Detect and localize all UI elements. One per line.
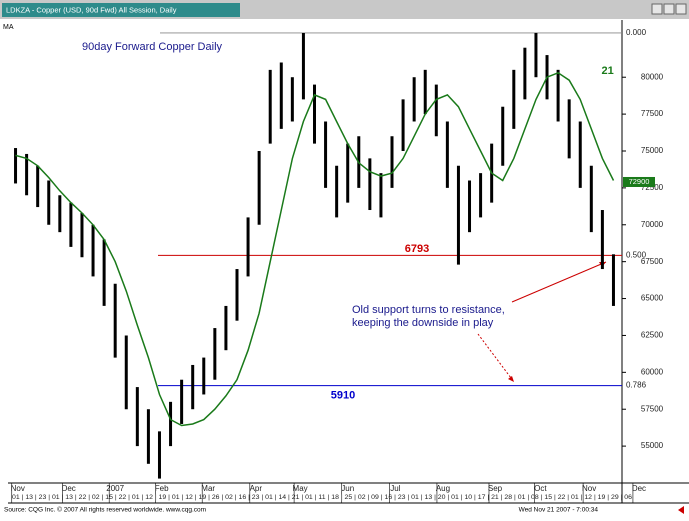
y-tick-label: 57500	[641, 404, 664, 413]
x-tick-label: Dec	[632, 484, 646, 493]
x-tick-label: 2007	[106, 484, 124, 493]
y-tick-label: 62500	[641, 331, 664, 340]
y-tick-label: 67500	[641, 257, 664, 266]
x-tick-label: Dec	[62, 484, 76, 493]
minimize-button[interactable]	[651, 3, 663, 15]
study-label: MA	[3, 24, 14, 31]
footer-source: Source: CQG Inc. © 2007 All rights reser…	[4, 506, 206, 514]
x-tick-label: Apr	[250, 484, 263, 493]
day-row: 01 | 13 | 23 | 01 | 13 | 22 | 02 | 15 | …	[12, 494, 633, 501]
y-tick-label: 72500	[641, 183, 664, 192]
x-tick-label: Jul	[390, 484, 400, 493]
annotation: Old support turns to resistance,	[352, 304, 505, 316]
last-price-label: 72900	[629, 177, 650, 186]
chart-title: 90day Forward Copper Daily	[82, 41, 223, 53]
x-tick-label: Jun	[341, 484, 354, 493]
close-button[interactable]	[675, 3, 687, 15]
annotation-arrow	[477, 333, 515, 383]
x-tick-label: Mar	[201, 484, 215, 493]
x-tick-label: Aug	[436, 484, 450, 493]
title-tab	[2, 3, 240, 17]
y-tick-label: 80000	[641, 72, 664, 81]
window-title: LDKZA - Copper (USD, 90d Fwd) All Sessio…	[6, 5, 177, 14]
support-label: 6793	[405, 243, 429, 255]
level-tag: 0.500	[626, 250, 647, 259]
ma-label: 21	[601, 65, 613, 77]
footer-time: Wed Nov 21 2007 - 7:00:34	[519, 507, 599, 514]
y-tick-label: 75000	[641, 146, 664, 155]
y-tick-label: 70000	[641, 220, 664, 229]
maximize-button[interactable]	[663, 3, 675, 15]
annotation: keeping the downside in play	[352, 317, 494, 329]
x-tick-label: May	[293, 484, 308, 493]
scroll-arrow[interactable]	[678, 506, 684, 514]
support-label: 5910	[331, 390, 355, 402]
y-tick-label: 77500	[641, 109, 664, 118]
y-tick-label: 60000	[641, 367, 664, 376]
moving-average	[15, 71, 615, 427]
last-price-box	[623, 176, 655, 187]
x-tick-label: Nov	[11, 484, 25, 493]
x-tick-label: Oct	[534, 484, 547, 493]
arrow-head	[508, 376, 514, 382]
x-tick-label: Nov	[582, 484, 596, 493]
level-tag: 0.786	[626, 381, 647, 390]
y-tick-label: 65000	[641, 294, 664, 303]
level-tag: 0.000	[626, 28, 647, 37]
x-tick-label: Feb	[155, 484, 169, 493]
annotation-arrow	[511, 261, 607, 303]
y-tick-label: 55000	[641, 441, 664, 450]
x-tick-label: Sep	[488, 484, 503, 493]
